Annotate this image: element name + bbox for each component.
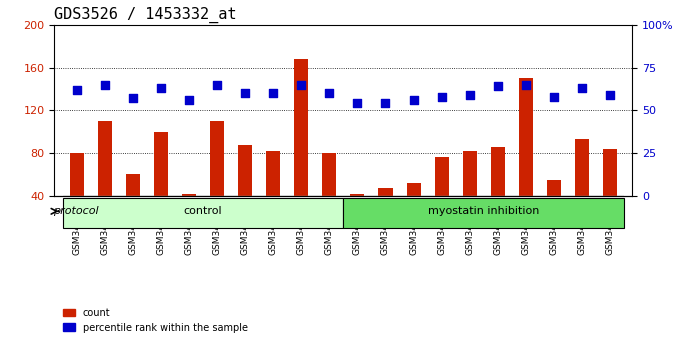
- Bar: [182, 194, 196, 196]
- Point: [352, 101, 363, 106]
- Bar: [603, 149, 617, 196]
- Legend: count, percentile rank within the sample: count, percentile rank within the sample: [59, 304, 252, 336]
- Point: [436, 94, 447, 99]
- Point: [128, 96, 139, 101]
- Bar: [350, 194, 364, 196]
- Point: [240, 90, 251, 96]
- Bar: [267, 151, 280, 196]
- Bar: [379, 188, 392, 196]
- Point: [71, 87, 82, 93]
- Point: [324, 90, 335, 96]
- Point: [464, 92, 475, 98]
- Bar: [547, 180, 561, 196]
- Point: [492, 84, 503, 89]
- Bar: [322, 153, 337, 196]
- Bar: [462, 151, 477, 196]
- Bar: [435, 158, 449, 196]
- Point: [577, 85, 588, 91]
- Bar: [491, 147, 505, 196]
- Bar: [238, 144, 252, 196]
- Text: GDS3526 / 1453332_at: GDS3526 / 1453332_at: [54, 7, 237, 23]
- Bar: [210, 121, 224, 196]
- Bar: [70, 153, 84, 196]
- Bar: [407, 183, 420, 196]
- Point: [99, 82, 110, 87]
- Point: [605, 92, 615, 98]
- FancyBboxPatch shape: [63, 198, 343, 228]
- Point: [268, 90, 279, 96]
- Point: [520, 82, 531, 87]
- Bar: [519, 78, 533, 196]
- FancyBboxPatch shape: [343, 198, 624, 228]
- Bar: [294, 59, 308, 196]
- Point: [380, 101, 391, 106]
- Point: [211, 82, 222, 87]
- Text: myostatin inhibition: myostatin inhibition: [428, 206, 539, 216]
- Point: [184, 97, 194, 103]
- Point: [156, 85, 167, 91]
- Bar: [126, 175, 140, 196]
- Bar: [98, 121, 112, 196]
- Text: control: control: [184, 206, 222, 216]
- Point: [408, 97, 419, 103]
- Text: protocol: protocol: [53, 206, 99, 216]
- Point: [296, 82, 307, 87]
- Point: [548, 94, 559, 99]
- Bar: [154, 132, 168, 196]
- Bar: [575, 139, 589, 196]
